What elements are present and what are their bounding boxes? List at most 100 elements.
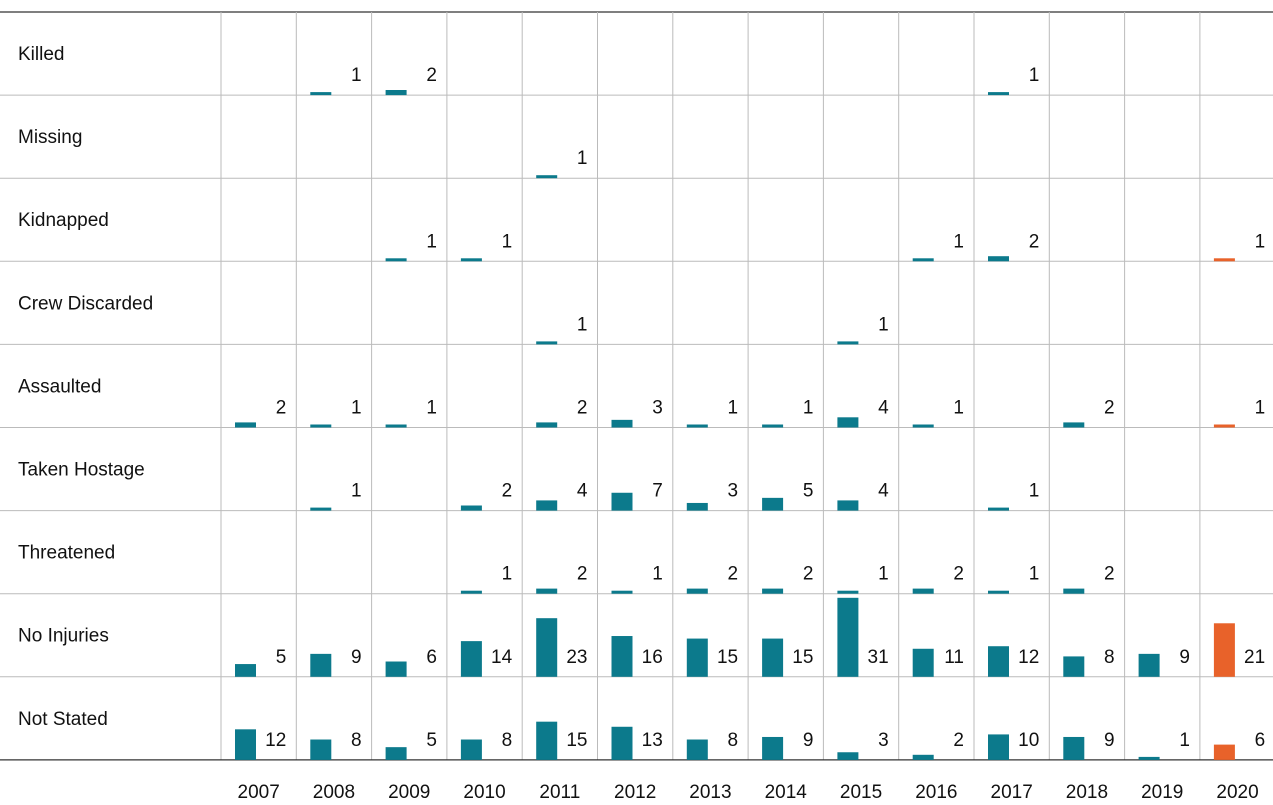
value-label: 1: [728, 398, 739, 419]
bar: [611, 492, 633, 511]
value-label: 8: [728, 730, 739, 751]
value-label: 11: [944, 647, 964, 668]
value-label: 15: [717, 647, 738, 668]
bar: [385, 661, 407, 677]
value-label: 2: [502, 481, 513, 502]
bar: [762, 588, 784, 594]
value-label: 15: [566, 730, 587, 751]
x-tick-label: 2019: [1141, 782, 1183, 803]
x-tick-label: 2010: [463, 782, 505, 803]
x-tick-label: 2018: [1066, 782, 1108, 803]
value-label: 2: [426, 65, 437, 86]
value-label: 21: [1244, 647, 1265, 668]
value-label: 2: [577, 564, 588, 585]
value-label: 1: [1255, 398, 1266, 419]
value-label: 6: [426, 647, 437, 668]
bar: [385, 90, 407, 96]
value-label: 1: [878, 564, 889, 585]
bar: [988, 734, 1009, 760]
row-label: Not Stated: [18, 709, 108, 730]
bar: [611, 726, 633, 760]
value-label: 3: [878, 730, 889, 751]
bar: [611, 590, 633, 594]
bar: [536, 618, 558, 677]
row-label: Crew Discarded: [18, 293, 153, 314]
bar: [310, 507, 332, 511]
x-tick-label: 2008: [313, 782, 355, 803]
value-label: 3: [652, 398, 663, 419]
value-label: 31: [868, 647, 889, 668]
value-label: 4: [878, 481, 889, 502]
x-tick-label: 2017: [991, 782, 1033, 803]
value-label: 12: [265, 730, 286, 751]
value-label: 5: [426, 730, 437, 751]
value-label: 1: [1179, 730, 1190, 751]
bar: [988, 92, 1009, 96]
value-label: 2: [1104, 564, 1115, 585]
bar: [1213, 744, 1235, 760]
value-label: 8: [351, 730, 362, 751]
bar: [686, 588, 708, 594]
bar: [310, 424, 332, 428]
value-label: 5: [276, 647, 287, 668]
value-label: 2: [276, 398, 287, 419]
bar: [762, 638, 784, 677]
bar: [1063, 736, 1085, 760]
x-tick-label: 2016: [915, 782, 957, 803]
value-label: 2: [803, 564, 814, 585]
bar: [1063, 656, 1085, 677]
x-tick-label: 2013: [689, 782, 731, 803]
value-label: 2: [577, 398, 588, 419]
bar: [460, 505, 482, 511]
value-label: 6: [1255, 730, 1266, 751]
value-label: 2: [1029, 231, 1040, 252]
value-label: 3: [728, 481, 739, 502]
bar: [536, 341, 558, 345]
bar: [385, 258, 407, 262]
bar: [912, 754, 934, 760]
bar: [235, 729, 256, 760]
value-label: 4: [577, 481, 588, 502]
value-label: 8: [1104, 647, 1115, 668]
row-label: Taken Hostage: [18, 460, 145, 481]
bar: [235, 422, 256, 428]
value-label: 9: [1179, 647, 1190, 668]
value-label: 1: [1029, 481, 1040, 502]
bar: [1138, 653, 1160, 677]
bar: [762, 497, 784, 511]
value-label: 1: [1029, 564, 1040, 585]
bar: [988, 507, 1009, 511]
x-tick-label: 2007: [238, 782, 280, 803]
bar: [1213, 623, 1235, 677]
value-label: 1: [878, 314, 889, 335]
bar: [536, 588, 558, 594]
value-label: 1: [803, 398, 814, 419]
value-label: 2: [1104, 398, 1115, 419]
value-label: 1: [953, 231, 964, 252]
x-tick-label: 2012: [614, 782, 656, 803]
value-label: 13: [642, 730, 663, 751]
bar: [912, 258, 934, 262]
value-label: 1: [652, 564, 663, 585]
bar: [536, 721, 558, 760]
bar: [460, 739, 482, 760]
bar: [536, 500, 558, 511]
bar: [988, 646, 1009, 677]
bar: [837, 500, 859, 511]
value-label: 2: [953, 564, 964, 585]
bar: [460, 590, 482, 594]
value-label: 9: [803, 730, 814, 751]
value-label: 9: [1104, 730, 1115, 751]
bar: [536, 175, 558, 179]
bar: [837, 417, 859, 428]
bar: [762, 424, 784, 428]
bar: [385, 424, 407, 428]
bar: [310, 653, 332, 677]
bar: [310, 739, 332, 760]
bar: [837, 341, 859, 345]
bar: [912, 424, 934, 428]
value-label: 1: [351, 65, 362, 86]
row-label: Threatened: [18, 543, 115, 564]
bar: [988, 590, 1009, 594]
